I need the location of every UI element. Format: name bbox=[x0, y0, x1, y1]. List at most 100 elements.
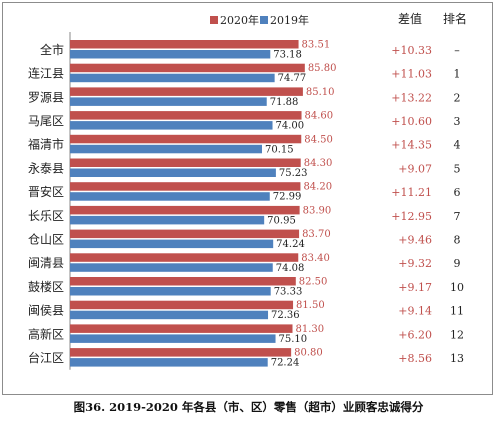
bar-2020 bbox=[70, 40, 299, 49]
category-label: 仓山区 bbox=[28, 232, 64, 246]
legend-label-2020: 2020年 bbox=[220, 14, 259, 27]
diff-value: +6.20 bbox=[398, 328, 432, 341]
rank-value: 5 bbox=[454, 162, 461, 175]
data-label-2020: 81.50 bbox=[296, 300, 325, 311]
legend-item-2019: 2019年 bbox=[260, 12, 309, 28]
legend-label-2019: 2019年 bbox=[270, 14, 309, 27]
rank-value: 8 bbox=[454, 233, 461, 246]
diff-value: +9.17 bbox=[398, 281, 432, 294]
rank-value: 13 bbox=[450, 352, 464, 365]
figure-caption: 图36. 2019-2020 年各县（市、区）零售（超市）业顾客忠诚得分 bbox=[73, 400, 424, 414]
data-label-2019: 72.24 bbox=[271, 358, 300, 369]
bar-2019 bbox=[70, 334, 276, 343]
data-label-2019: 73.18 bbox=[273, 50, 302, 61]
data-label-2019: 70.15 bbox=[265, 144, 294, 155]
data-label-2020: 84.60 bbox=[305, 111, 334, 122]
rank-value: 9 bbox=[454, 257, 461, 270]
legend-swatch-2019 bbox=[260, 16, 268, 24]
category-label: 永泰县 bbox=[28, 161, 64, 175]
diff-value: +9.07 bbox=[398, 162, 432, 175]
bar-2020 bbox=[70, 63, 305, 73]
rank-value: 3 bbox=[454, 115, 461, 128]
bar-2019 bbox=[70, 97, 267, 106]
data-label-2020: 84.50 bbox=[304, 134, 333, 145]
category-label: 全市 bbox=[40, 42, 64, 57]
data-label-2020: 85.80 bbox=[308, 63, 337, 74]
data-label-2020: 84.20 bbox=[303, 182, 332, 193]
bar-2020 bbox=[70, 205, 300, 215]
bar-2019 bbox=[70, 168, 276, 177]
bar-2020 bbox=[70, 324, 293, 333]
diff-value: +10.33 bbox=[391, 44, 432, 57]
legend-swatch-2020 bbox=[210, 16, 218, 24]
data-label-2019: 74.00 bbox=[276, 121, 305, 132]
bar-2020 bbox=[70, 87, 303, 96]
data-label-2020: 81.30 bbox=[296, 324, 325, 335]
diff-value: +14.35 bbox=[391, 139, 432, 152]
data-label-2020: 85.10 bbox=[306, 87, 335, 98]
category-label: 连江县 bbox=[28, 66, 64, 81]
bar-2020 bbox=[70, 229, 300, 239]
category-label: 长乐区 bbox=[28, 209, 64, 223]
rank-value: 1 bbox=[454, 68, 461, 81]
data-label-2020: 83.70 bbox=[302, 229, 331, 240]
data-label-2019: 72.36 bbox=[271, 310, 300, 321]
data-label-2020: 83.90 bbox=[303, 205, 332, 216]
category-label: 鼓楼区 bbox=[28, 279, 64, 294]
legend-item-2020: 2020年 bbox=[210, 12, 259, 28]
category-label: 闽侯县 bbox=[28, 304, 64, 318]
data-label-2020: 82.50 bbox=[299, 277, 328, 288]
diff-value: +12.95 bbox=[391, 210, 432, 223]
diff-value: +9.14 bbox=[398, 305, 432, 318]
diff-value: +9.46 bbox=[398, 233, 432, 246]
rank-value: 4 bbox=[454, 139, 461, 152]
diff-value: +13.22 bbox=[391, 91, 432, 104]
data-label-2020: 83.51 bbox=[302, 40, 331, 51]
rank-value: 12 bbox=[450, 328, 464, 341]
category-label: 罗源县 bbox=[28, 90, 64, 104]
data-label-2020: 83.40 bbox=[301, 253, 330, 264]
rank-value: – bbox=[454, 44, 460, 57]
diff-value: +9.32 bbox=[398, 257, 432, 270]
rank-value: 10 bbox=[450, 281, 464, 294]
data-label-2019: 71.88 bbox=[270, 97, 299, 108]
data-label-2019: 72.99 bbox=[273, 192, 302, 203]
category-label: 台江区 bbox=[28, 350, 64, 365]
bar-2019 bbox=[70, 287, 271, 296]
diff-value: +11.03 bbox=[391, 68, 432, 81]
data-label-2019: 75.10 bbox=[279, 334, 308, 345]
bar-2019 bbox=[70, 144, 262, 154]
bar-2019 bbox=[70, 121, 273, 130]
bar-2020 bbox=[70, 111, 302, 120]
data-label-2020: 84.30 bbox=[304, 158, 333, 169]
category-label: 闽清县 bbox=[28, 256, 64, 270]
bar-2020 bbox=[70, 277, 296, 286]
data-label-2019: 74.24 bbox=[276, 239, 305, 250]
category-label: 高新区 bbox=[28, 326, 64, 341]
data-label-2019: 74.77 bbox=[278, 73, 307, 84]
bar-2020 bbox=[70, 158, 301, 167]
chart-frame bbox=[2, 2, 493, 395]
rank-header: 排名 bbox=[443, 12, 468, 26]
bar-2020 bbox=[70, 348, 292, 357]
bar-2020 bbox=[70, 300, 294, 310]
bar-2020 bbox=[70, 134, 302, 144]
bar-2020 bbox=[70, 253, 299, 262]
bar-2019 bbox=[70, 310, 269, 320]
data-label-2019: 70.95 bbox=[267, 215, 296, 226]
rank-value: 2 bbox=[454, 91, 461, 104]
category-label: 晋安区 bbox=[28, 184, 64, 199]
bar-2019 bbox=[70, 215, 265, 225]
rank-value: 6 bbox=[454, 186, 461, 199]
bar-2020 bbox=[70, 182, 301, 191]
diff-value: +8.56 bbox=[398, 352, 432, 365]
data-label-2020: 80.80 bbox=[294, 348, 323, 359]
diff-value: +10.60 bbox=[391, 115, 432, 128]
category-label: 福清市 bbox=[28, 137, 64, 152]
data-label-2019: 74.08 bbox=[276, 263, 305, 274]
rank-value: 7 bbox=[454, 210, 461, 223]
bar-2019 bbox=[70, 358, 268, 367]
bar-2019 bbox=[70, 50, 271, 59]
category-label: 马尾区 bbox=[28, 114, 64, 128]
